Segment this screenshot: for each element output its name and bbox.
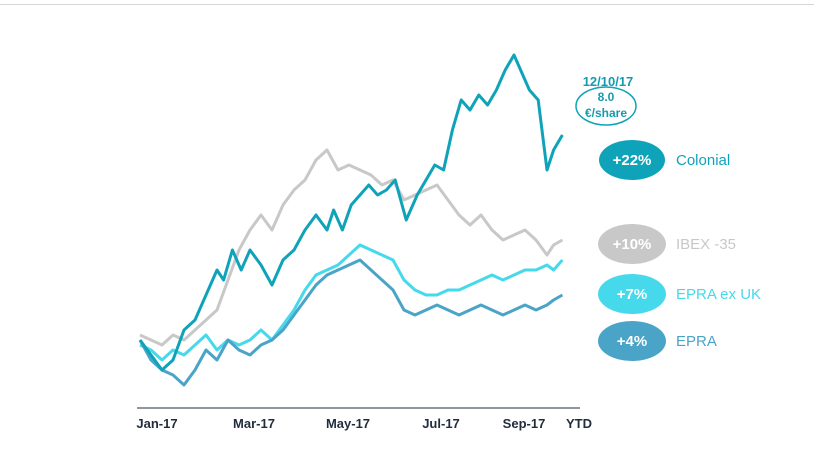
series-name: EPRA ex UK: [676, 286, 761, 303]
series-layer: [138, 53, 564, 387]
badge-value: +4%: [617, 333, 647, 350]
x-tick-label: YTD: [566, 416, 592, 431]
price-annotation: 12/10/17 8.0 €/share: [575, 74, 637, 126]
badge-value: +22%: [613, 152, 652, 169]
badge-pill: [599, 140, 665, 180]
x-tick-label: Jul-17: [422, 416, 460, 431]
series-name: Colonial: [676, 152, 730, 169]
annotation-date: 12/10/17: [583, 74, 634, 89]
top-divider: [0, 4, 814, 5]
badge-value: +10%: [613, 236, 652, 253]
legend-item: +22% Colonial: [599, 140, 730, 180]
series-line-epra: [138, 258, 564, 387]
series-legend: +22% Colonial +10% IBEX -35 +7% EPRA ex UK +4%…: [598, 140, 761, 361]
badge-pill: [598, 224, 666, 264]
legend-item: +4% EPRA: [598, 321, 717, 361]
badge-pill: [598, 274, 666, 314]
x-tick-labels: Jan-17 Mar-17 May-17 Jul-17 Sep-17 YTD: [136, 416, 592, 431]
annotation-unit: €/share: [585, 106, 627, 120]
series-line-ibex-35: [139, 148, 564, 347]
x-tick-label: Jan-17: [136, 416, 177, 431]
annotation-bubble: [575, 86, 637, 126]
annotation-value: 8.0: [598, 90, 615, 104]
badge-value: +7%: [617, 286, 647, 303]
series-line-colonial: [138, 53, 564, 372]
series-name: EPRA: [676, 333, 717, 350]
legend-item: +10% IBEX -35: [598, 224, 736, 264]
legend-item: +7% EPRA ex UK: [598, 274, 761, 314]
badge-pill: [598, 321, 666, 361]
x-tick-label: May-17: [326, 416, 370, 431]
series-line-epra-ex-uk: [139, 243, 564, 362]
x-tick-label: Mar-17: [233, 416, 275, 431]
x-tick-label: Sep-17: [503, 416, 546, 431]
series-name: IBEX -35: [676, 236, 736, 253]
